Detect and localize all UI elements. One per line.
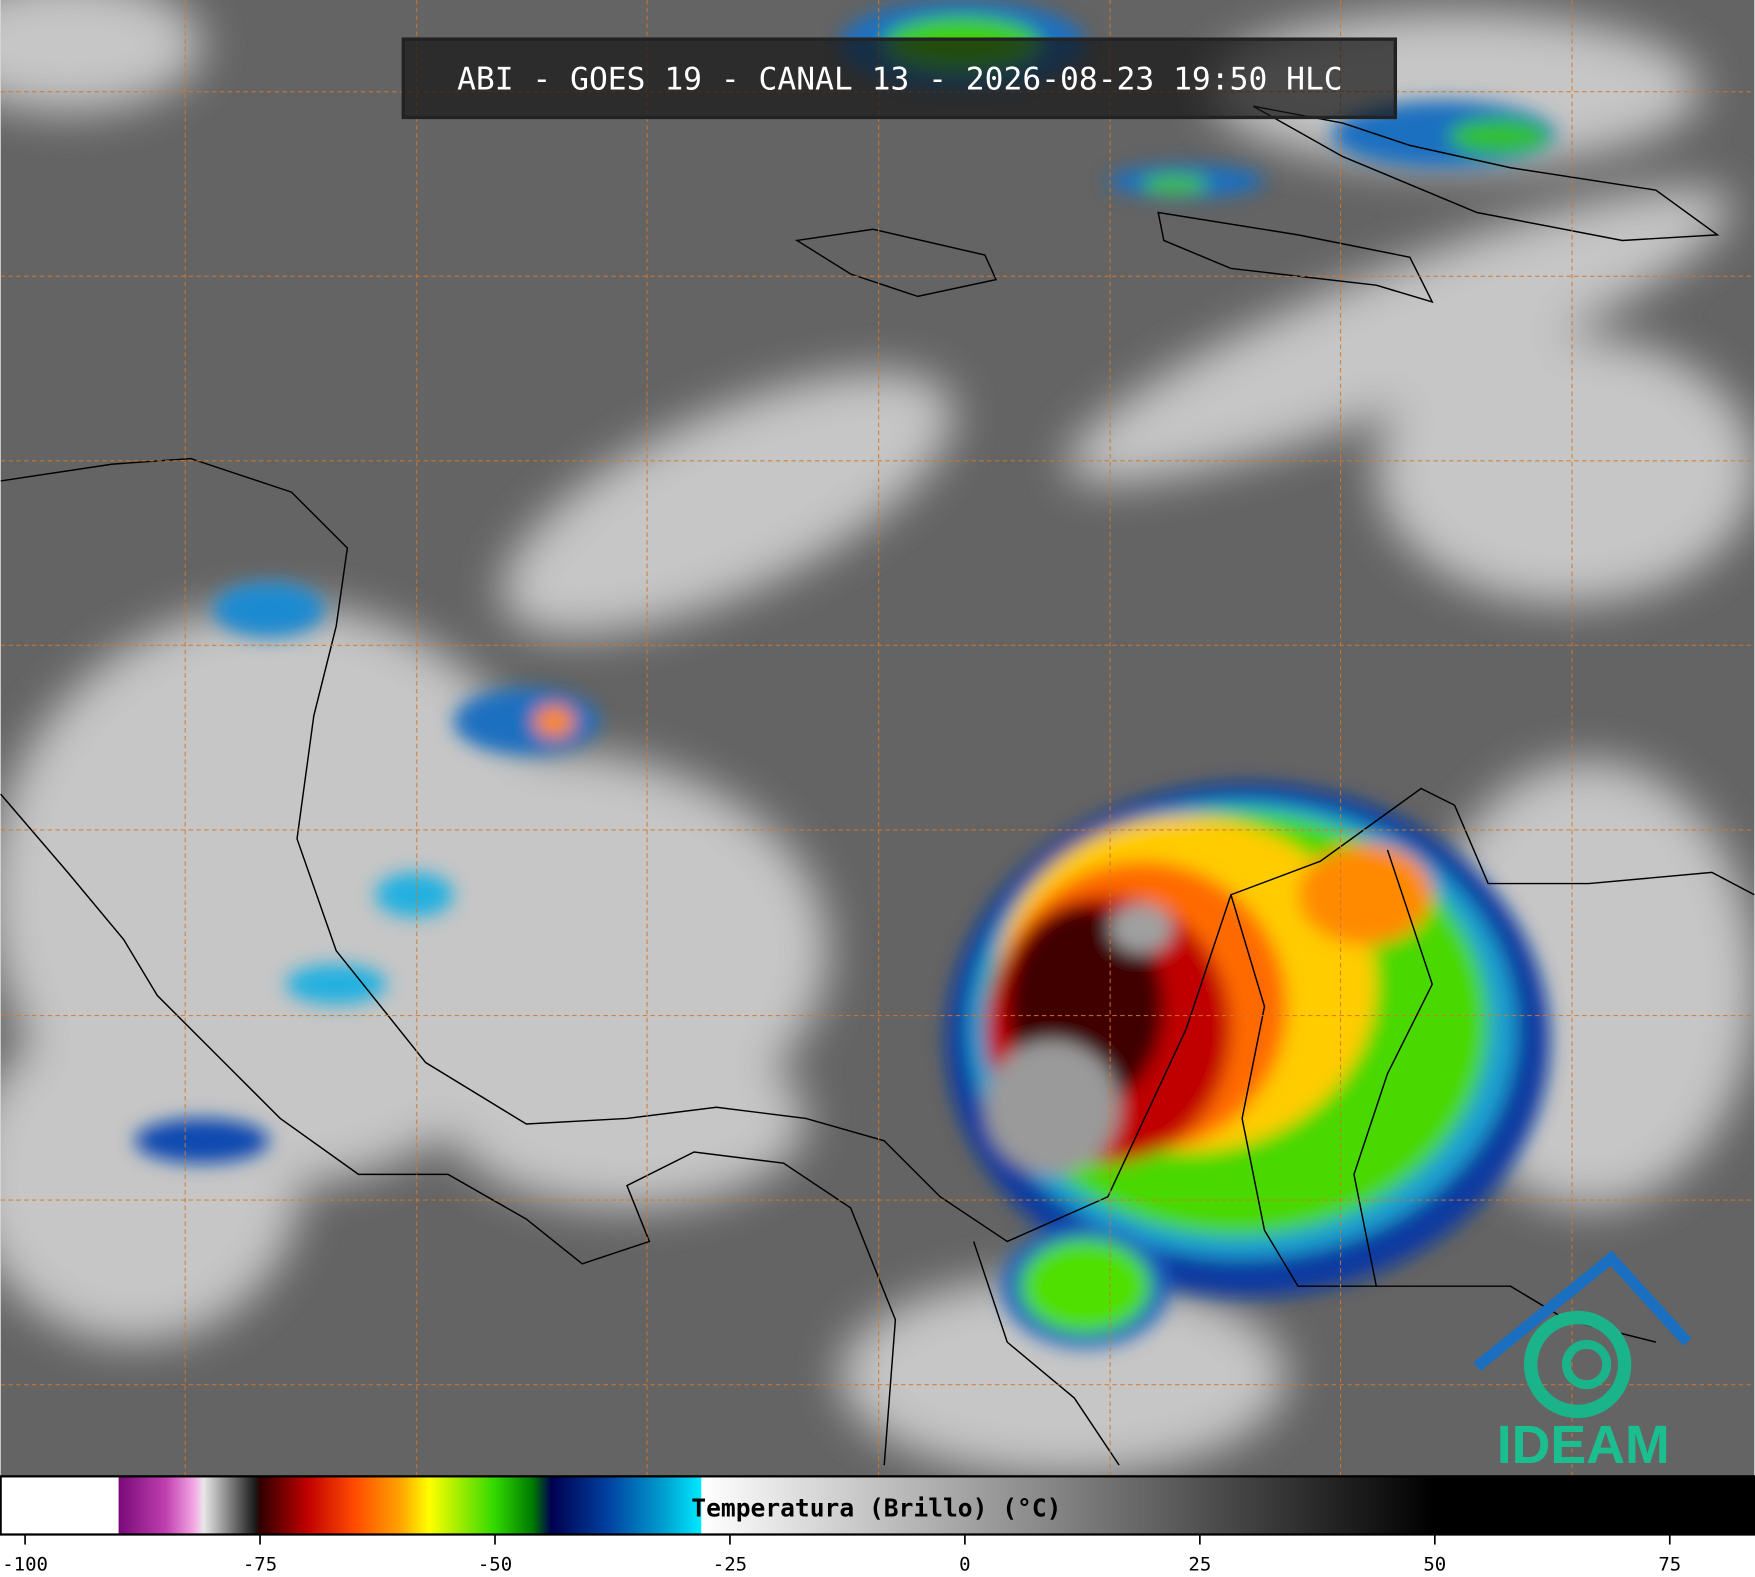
logo-text: IDEAM (1497, 1415, 1670, 1475)
title-box: ABI - GOES 19 - CANAL 13 - 2026-08-23 19… (401, 37, 1398, 120)
map-title: ABI - GOES 19 - CANAL 13 - 2026-08-23 19… (457, 61, 1343, 97)
colorbar-tick-label: -100 (2, 1553, 48, 1575)
colorbar-label: Temperatura (Brillo) (°C) (691, 1494, 1061, 1523)
satellite-image (0, 0, 1755, 1477)
colorbar-tick-label: -25 (713, 1553, 747, 1575)
colorbar-tick-label: 0 (959, 1553, 970, 1575)
colorbar-tick-label: 25 (1188, 1553, 1211, 1575)
colorbar-tick-label: -75 (243, 1553, 277, 1575)
logo: IDEAM (1473, 1250, 1692, 1475)
colorbar-tick-label: -50 (478, 1553, 512, 1575)
colorbar-tick-label: 75 (1658, 1553, 1681, 1575)
colorbar: Temperatura (Brillo) (°C) -100 -75 -50 -25 0… (0, 1475, 1755, 1575)
colorbar-tick-label: 50 (1423, 1553, 1446, 1575)
